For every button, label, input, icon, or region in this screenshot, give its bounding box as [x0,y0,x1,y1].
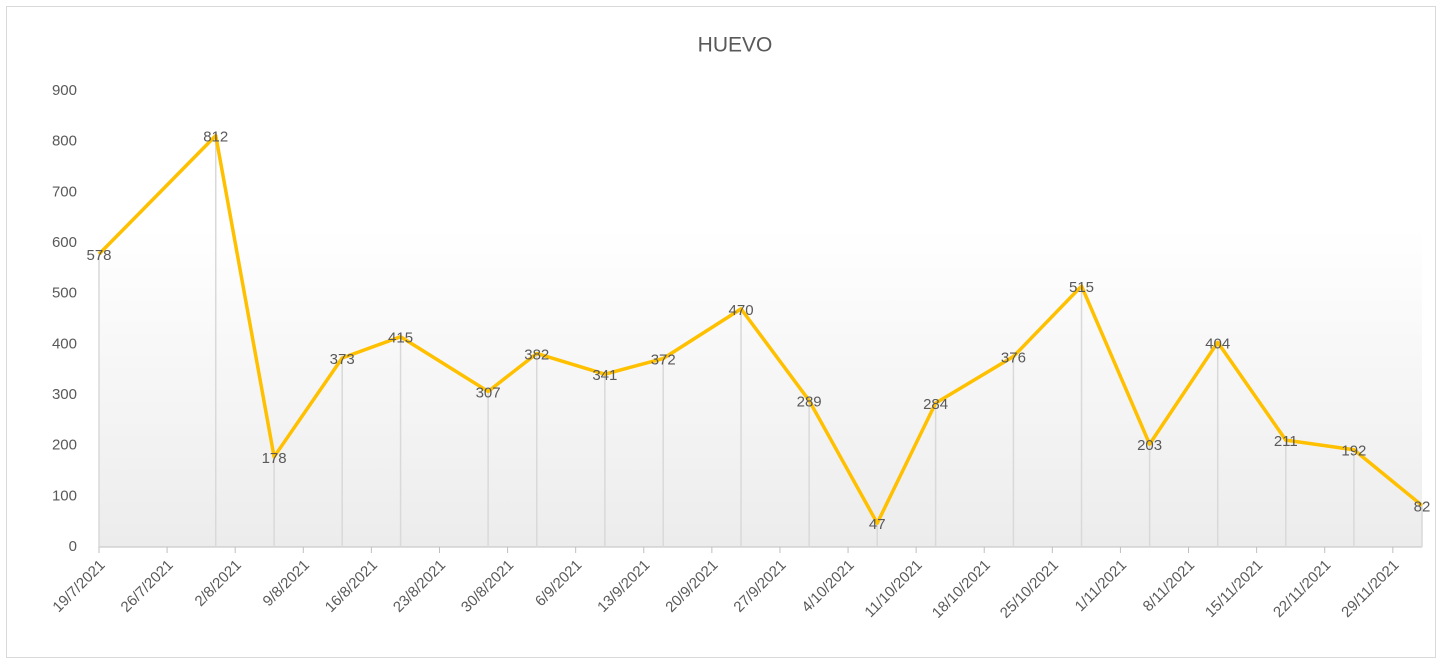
data-label: 372 [651,351,676,368]
y-tick-label: 400 [52,335,77,352]
data-label: 515 [1069,279,1094,296]
plot-area [99,91,1422,547]
data-label: 373 [330,351,355,368]
data-label: 578 [86,247,111,264]
data-label: 376 [1001,349,1026,366]
data-label: 382 [524,346,549,363]
y-tick-label: 600 [52,234,77,251]
data-label: 284 [923,396,948,413]
y-tick-label: 500 [52,285,77,302]
data-label: 470 [729,302,754,319]
data-label: 211 [1274,433,1298,450]
data-label: 82 [1414,498,1431,515]
data-label: 341 [592,367,617,384]
data-label: 812 [203,129,228,146]
data-label: 192 [1341,443,1366,460]
y-tick-label: 900 [52,82,77,99]
data-label: 415 [388,330,413,347]
y-tick-label: 100 [52,487,77,504]
y-tick-label: 0 [69,538,77,555]
y-tick-label: 700 [52,183,77,200]
data-label: 404 [1205,335,1230,352]
y-tick-label: 800 [52,133,77,150]
series-line [97,133,1424,525]
data-label: 47 [869,516,886,533]
data-label: 307 [476,384,501,401]
y-tick-label: 200 [52,437,77,454]
chart-title: HUEVO [698,34,773,57]
data-label: 289 [797,394,822,411]
y-tick-label: 300 [52,386,77,403]
data-label: 178 [262,450,287,467]
data-label: 203 [1137,437,1162,454]
